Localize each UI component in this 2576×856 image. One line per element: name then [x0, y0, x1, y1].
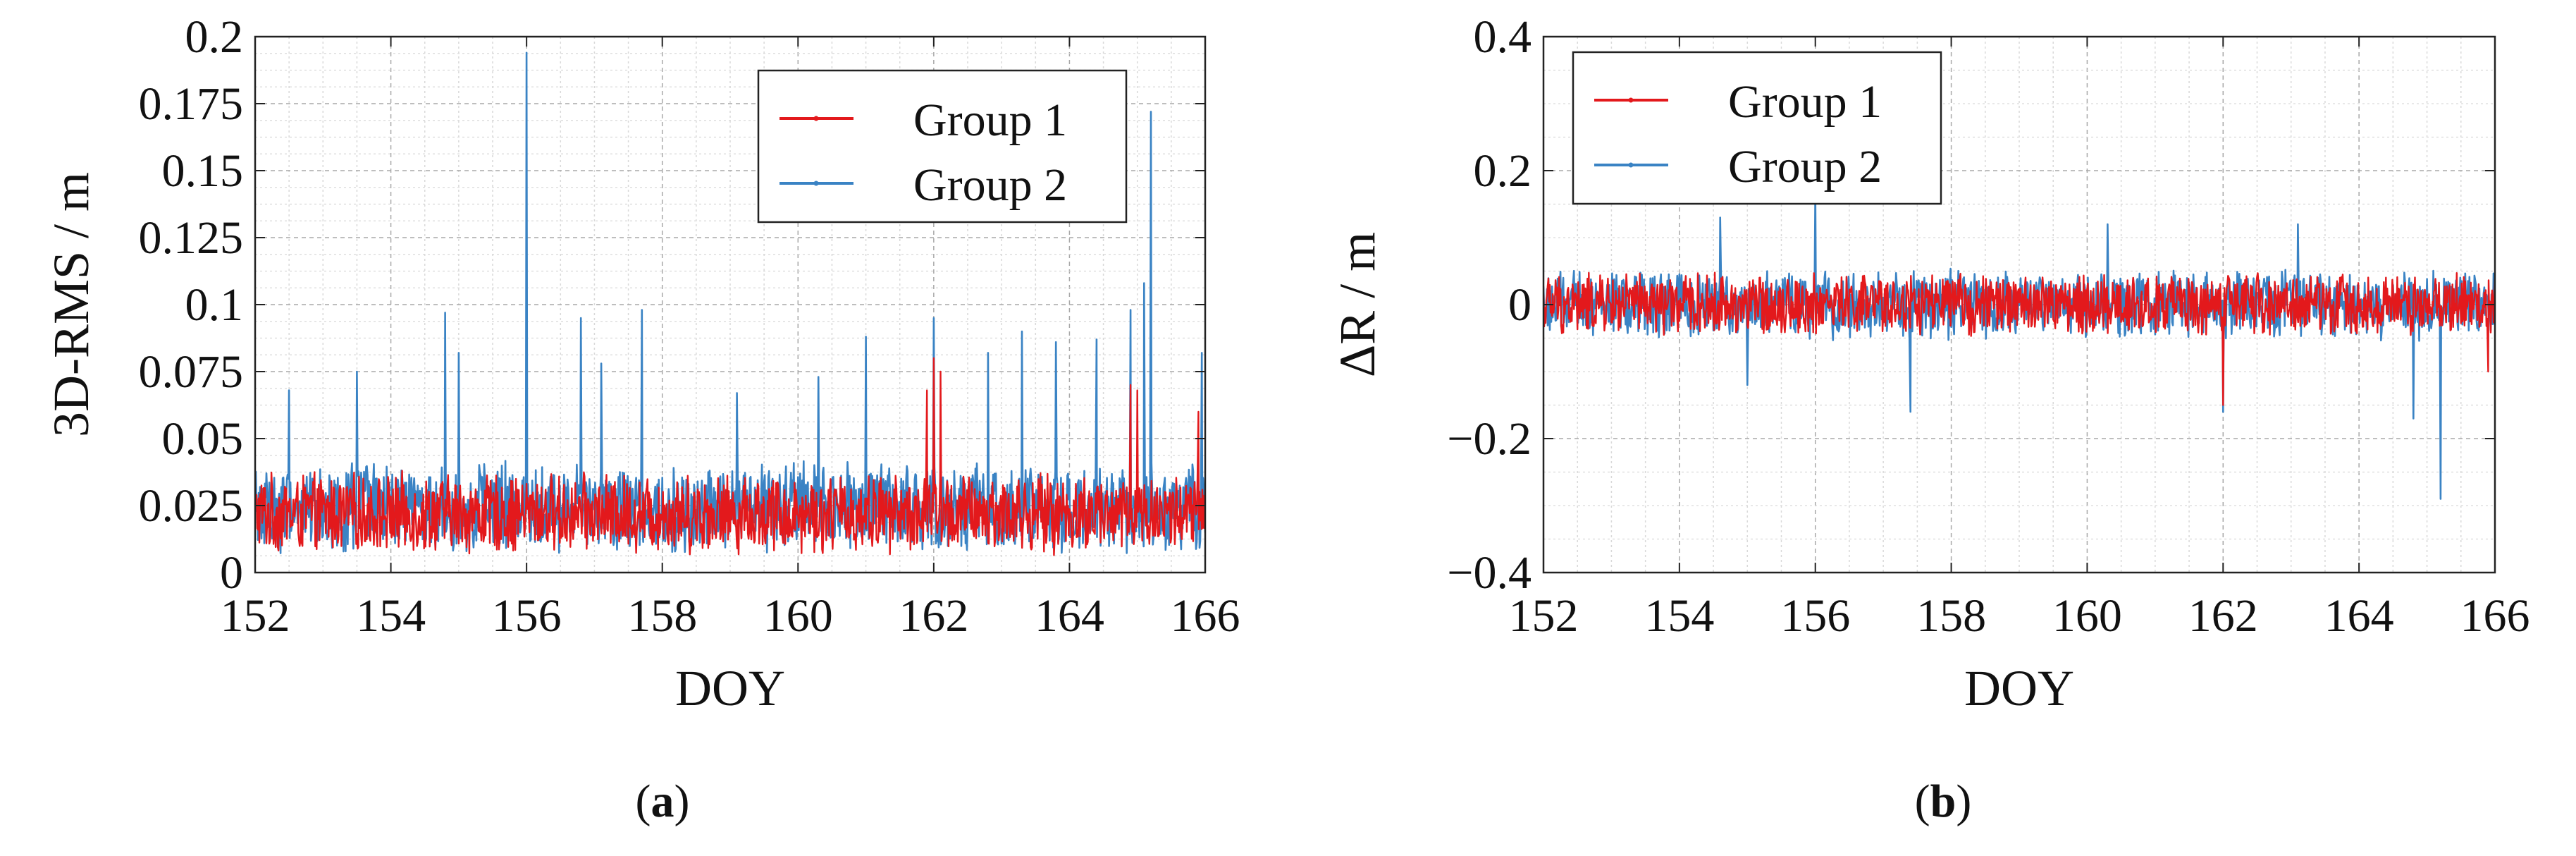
legend-entry-group-1: Group 1 [913, 94, 1067, 146]
y-tick-label: 0.05 [162, 413, 244, 465]
panel-caption: (b) [1915, 776, 1972, 827]
panel-label: (b) [1915, 776, 1972, 827]
x-tick-label: 154 [1644, 590, 1714, 642]
y-axis-label: 3D-RMS / m [43, 172, 99, 437]
x-tick-label: 156 [1780, 590, 1850, 642]
y-tick-label: −0.2 [1447, 413, 1532, 465]
x-tick-label: 166 [2460, 590, 2530, 642]
chart-panel-a: 152 154 156 158 160 162 164 166 0 0.025 0.05 0.075 0… [43, 11, 1240, 827]
x-tick-label: 166 [1171, 590, 1240, 642]
y-tick-label: 0.2 [1474, 145, 1532, 197]
y-axis-label: ΔR / m [1329, 232, 1386, 377]
legend-box [757, 69, 1128, 224]
y-tick-label: 0.2 [185, 11, 244, 63]
x-tick-label: 164 [2324, 590, 2394, 642]
legend-marker-group-1 [1628, 97, 1634, 103]
legend-marker-group-2 [813, 181, 819, 186]
x-tick-label: 164 [1035, 590, 1104, 642]
legend-entry-group-2: Group 2 [1728, 141, 1882, 192]
x-tick-label: 152 [221, 590, 290, 642]
panel-label-open: ( [636, 776, 651, 827]
legend: Group 1 Group 2 [1572, 51, 1942, 205]
x-tick-label: 160 [763, 590, 833, 642]
legend-marker-group-1 [813, 116, 819, 121]
x-tick-label: 158 [1916, 590, 1986, 642]
panel-label: (a) [636, 776, 690, 827]
x-tick-label: 156 [492, 590, 562, 642]
y-tick-label: −0.4 [1447, 547, 1532, 599]
y-tick-label: 0.025 [139, 480, 244, 532]
x-tick-label: 160 [2052, 590, 2122, 642]
legend: Group 1 Group 2 [757, 69, 1128, 224]
panel-label-open: ( [1915, 776, 1930, 827]
ticks: 152 154 156 158 160 162 164 166 −0.4 −0.2 0 0.2 0.4 [1447, 11, 2529, 642]
chart-panel-b: 152 154 156 158 160 162 164 166 −0.4 −0.2 0 0.2 0.4 D… [1329, 11, 2530, 827]
x-tick-label: 154 [356, 590, 426, 642]
series-layer [1543, 190, 2495, 500]
x-axis-label: DOY [675, 660, 785, 716]
panel-label-letter: a [651, 776, 674, 827]
x-axis-label: DOY [1964, 660, 2074, 716]
series-line-group-1 [255, 357, 1205, 556]
y-tick-label: 0 [1508, 279, 1532, 331]
legend-box [1572, 51, 1942, 205]
x-tick-label: 152 [1509, 590, 1579, 642]
panel-caption: (a) [636, 776, 690, 827]
y-tick-label: 0.075 [139, 346, 244, 398]
y-tick-label: 0.175 [139, 78, 244, 130]
panel-label-close: ) [674, 776, 690, 827]
y-tick-label: 0.15 [162, 145, 244, 197]
series-layer [255, 51, 1205, 556]
ticks: 152 154 156 158 160 162 164 166 0 0.025 0.05 0.075 0… [139, 11, 1240, 642]
legend-entry-group-1: Group 1 [1728, 76, 1882, 128]
x-tick-label: 162 [2188, 590, 2258, 642]
y-tick-label: 0.125 [139, 212, 244, 264]
panel-label-letter: b [1930, 776, 1956, 827]
y-tick-label: 0 [220, 547, 243, 599]
x-tick-label: 162 [899, 590, 968, 642]
legend-marker-group-2 [1628, 162, 1634, 168]
x-tick-label: 158 [627, 590, 697, 642]
series-line-group-1 [1543, 271, 2495, 406]
panel-label-close: ) [1956, 776, 1971, 827]
legend-entry-group-2: Group 2 [913, 159, 1067, 211]
y-tick-label: 0.1 [185, 279, 244, 331]
y-tick-label: 0.4 [1474, 11, 1532, 63]
